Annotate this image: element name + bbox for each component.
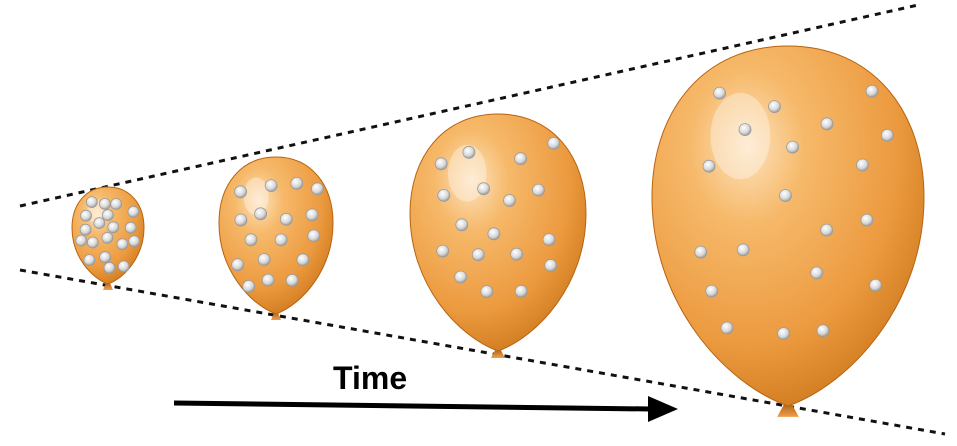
balloon-dot: [261, 273, 275, 287]
balloon-dot: [437, 188, 451, 202]
time-label: Time: [333, 360, 408, 396]
balloon-knot: [271, 313, 281, 320]
balloon-dot: [786, 140, 799, 154]
balloon-dot: [738, 123, 752, 137]
balloon-dot: [79, 223, 92, 236]
balloon-dot: [544, 259, 558, 272]
balloon-dot: [124, 221, 137, 234]
balloon-body: [651, 45, 925, 407]
balloon-dot: [865, 84, 879, 98]
balloon-dot: [99, 251, 111, 264]
time-arrow: [173, 396, 678, 422]
balloon-dot: [80, 209, 92, 222]
balloon-dot: [881, 128, 894, 142]
balloon-dot: [532, 183, 545, 197]
balloon-dot: [820, 223, 834, 237]
balloon-dot: [480, 285, 494, 299]
balloon-dot: [107, 221, 120, 234]
balloon-dot: [779, 189, 792, 202]
time-arrow-shaft: [173, 400, 651, 412]
balloon-dot: [477, 182, 491, 196]
balloon-dot: [117, 260, 130, 273]
balloon-dot: [290, 176, 304, 190]
balloon-dot: [547, 136, 561, 150]
balloon-dot: [296, 253, 310, 267]
balloon-dot: [471, 248, 485, 262]
balloon-2: [218, 156, 334, 320]
balloon-dot: [816, 324, 830, 338]
balloon-dot: [244, 233, 258, 247]
balloon-1: [71, 186, 145, 290]
balloon-dot: [254, 207, 268, 221]
balloon-dot: [705, 284, 719, 298]
balloon-dot: [257, 253, 271, 266]
balloon-dot: [736, 243, 750, 257]
balloon-dot: [127, 205, 140, 218]
balloon-dot: [234, 213, 248, 227]
balloon-dot: [103, 261, 116, 274]
balloon-dot: [777, 327, 790, 341]
balloon-dot: [462, 145, 476, 159]
balloon-dot: [279, 212, 293, 226]
balloon-dot: [503, 194, 516, 207]
balloon-dot: [713, 86, 726, 100]
upper-guide-line: [19, 3, 919, 208]
balloon-dot: [487, 227, 501, 241]
balloon-knot: [777, 405, 799, 417]
balloon-dot: [86, 236, 99, 249]
balloon-dot: [455, 218, 469, 232]
balloon-dot: [242, 279, 256, 293]
balloon-dot: [264, 179, 278, 193]
balloon-dot: [869, 278, 882, 292]
balloon-dot: [856, 158, 869, 172]
balloon-dot: [101, 231, 114, 244]
balloon-dot: [434, 157, 448, 171]
balloon-dot: [116, 238, 129, 251]
balloon-dot: [85, 196, 98, 209]
balloon-dot: [83, 254, 96, 266]
balloon-dot: [694, 245, 708, 259]
balloon-dot: [234, 185, 248, 199]
balloon-dot: [702, 159, 716, 173]
balloon-dot: [307, 229, 321, 243]
balloon-dot: [436, 244, 450, 258]
balloon-knot: [103, 283, 113, 290]
time-arrow-head: [648, 396, 678, 422]
balloon-dot: [310, 182, 324, 196]
balloon-highlight: [447, 144, 487, 202]
balloon-dot: [514, 284, 528, 298]
balloon-dot: [514, 152, 527, 166]
balloon-dot: [285, 273, 299, 287]
balloon-dot: [510, 247, 523, 261]
balloon-highlight: [243, 177, 269, 216]
balloon-dot: [128, 235, 141, 248]
balloon-dot: [820, 117, 834, 131]
balloon-dot: [454, 270, 468, 284]
balloons: [71, 45, 925, 417]
balloon-dot: [75, 234, 88, 247]
balloon-dot: [110, 198, 122, 210]
balloon-knot: [490, 350, 506, 359]
balloon-dot: [542, 233, 556, 247]
balloon-dot: [768, 100, 781, 113]
balloon-dot: [860, 213, 874, 227]
balloon-dot: [102, 209, 114, 222]
balloon-dot: [93, 217, 106, 230]
balloon-3: [409, 113, 587, 359]
balloon-4: [651, 45, 925, 417]
balloon-dot: [99, 197, 111, 210]
balloon-dot: [305, 208, 319, 222]
balloon-dot: [274, 233, 288, 247]
balloon-highlight: [710, 92, 771, 180]
balloon-dot: [810, 266, 824, 280]
balloon-dot: [231, 258, 245, 272]
balloon-dot: [720, 321, 734, 335]
